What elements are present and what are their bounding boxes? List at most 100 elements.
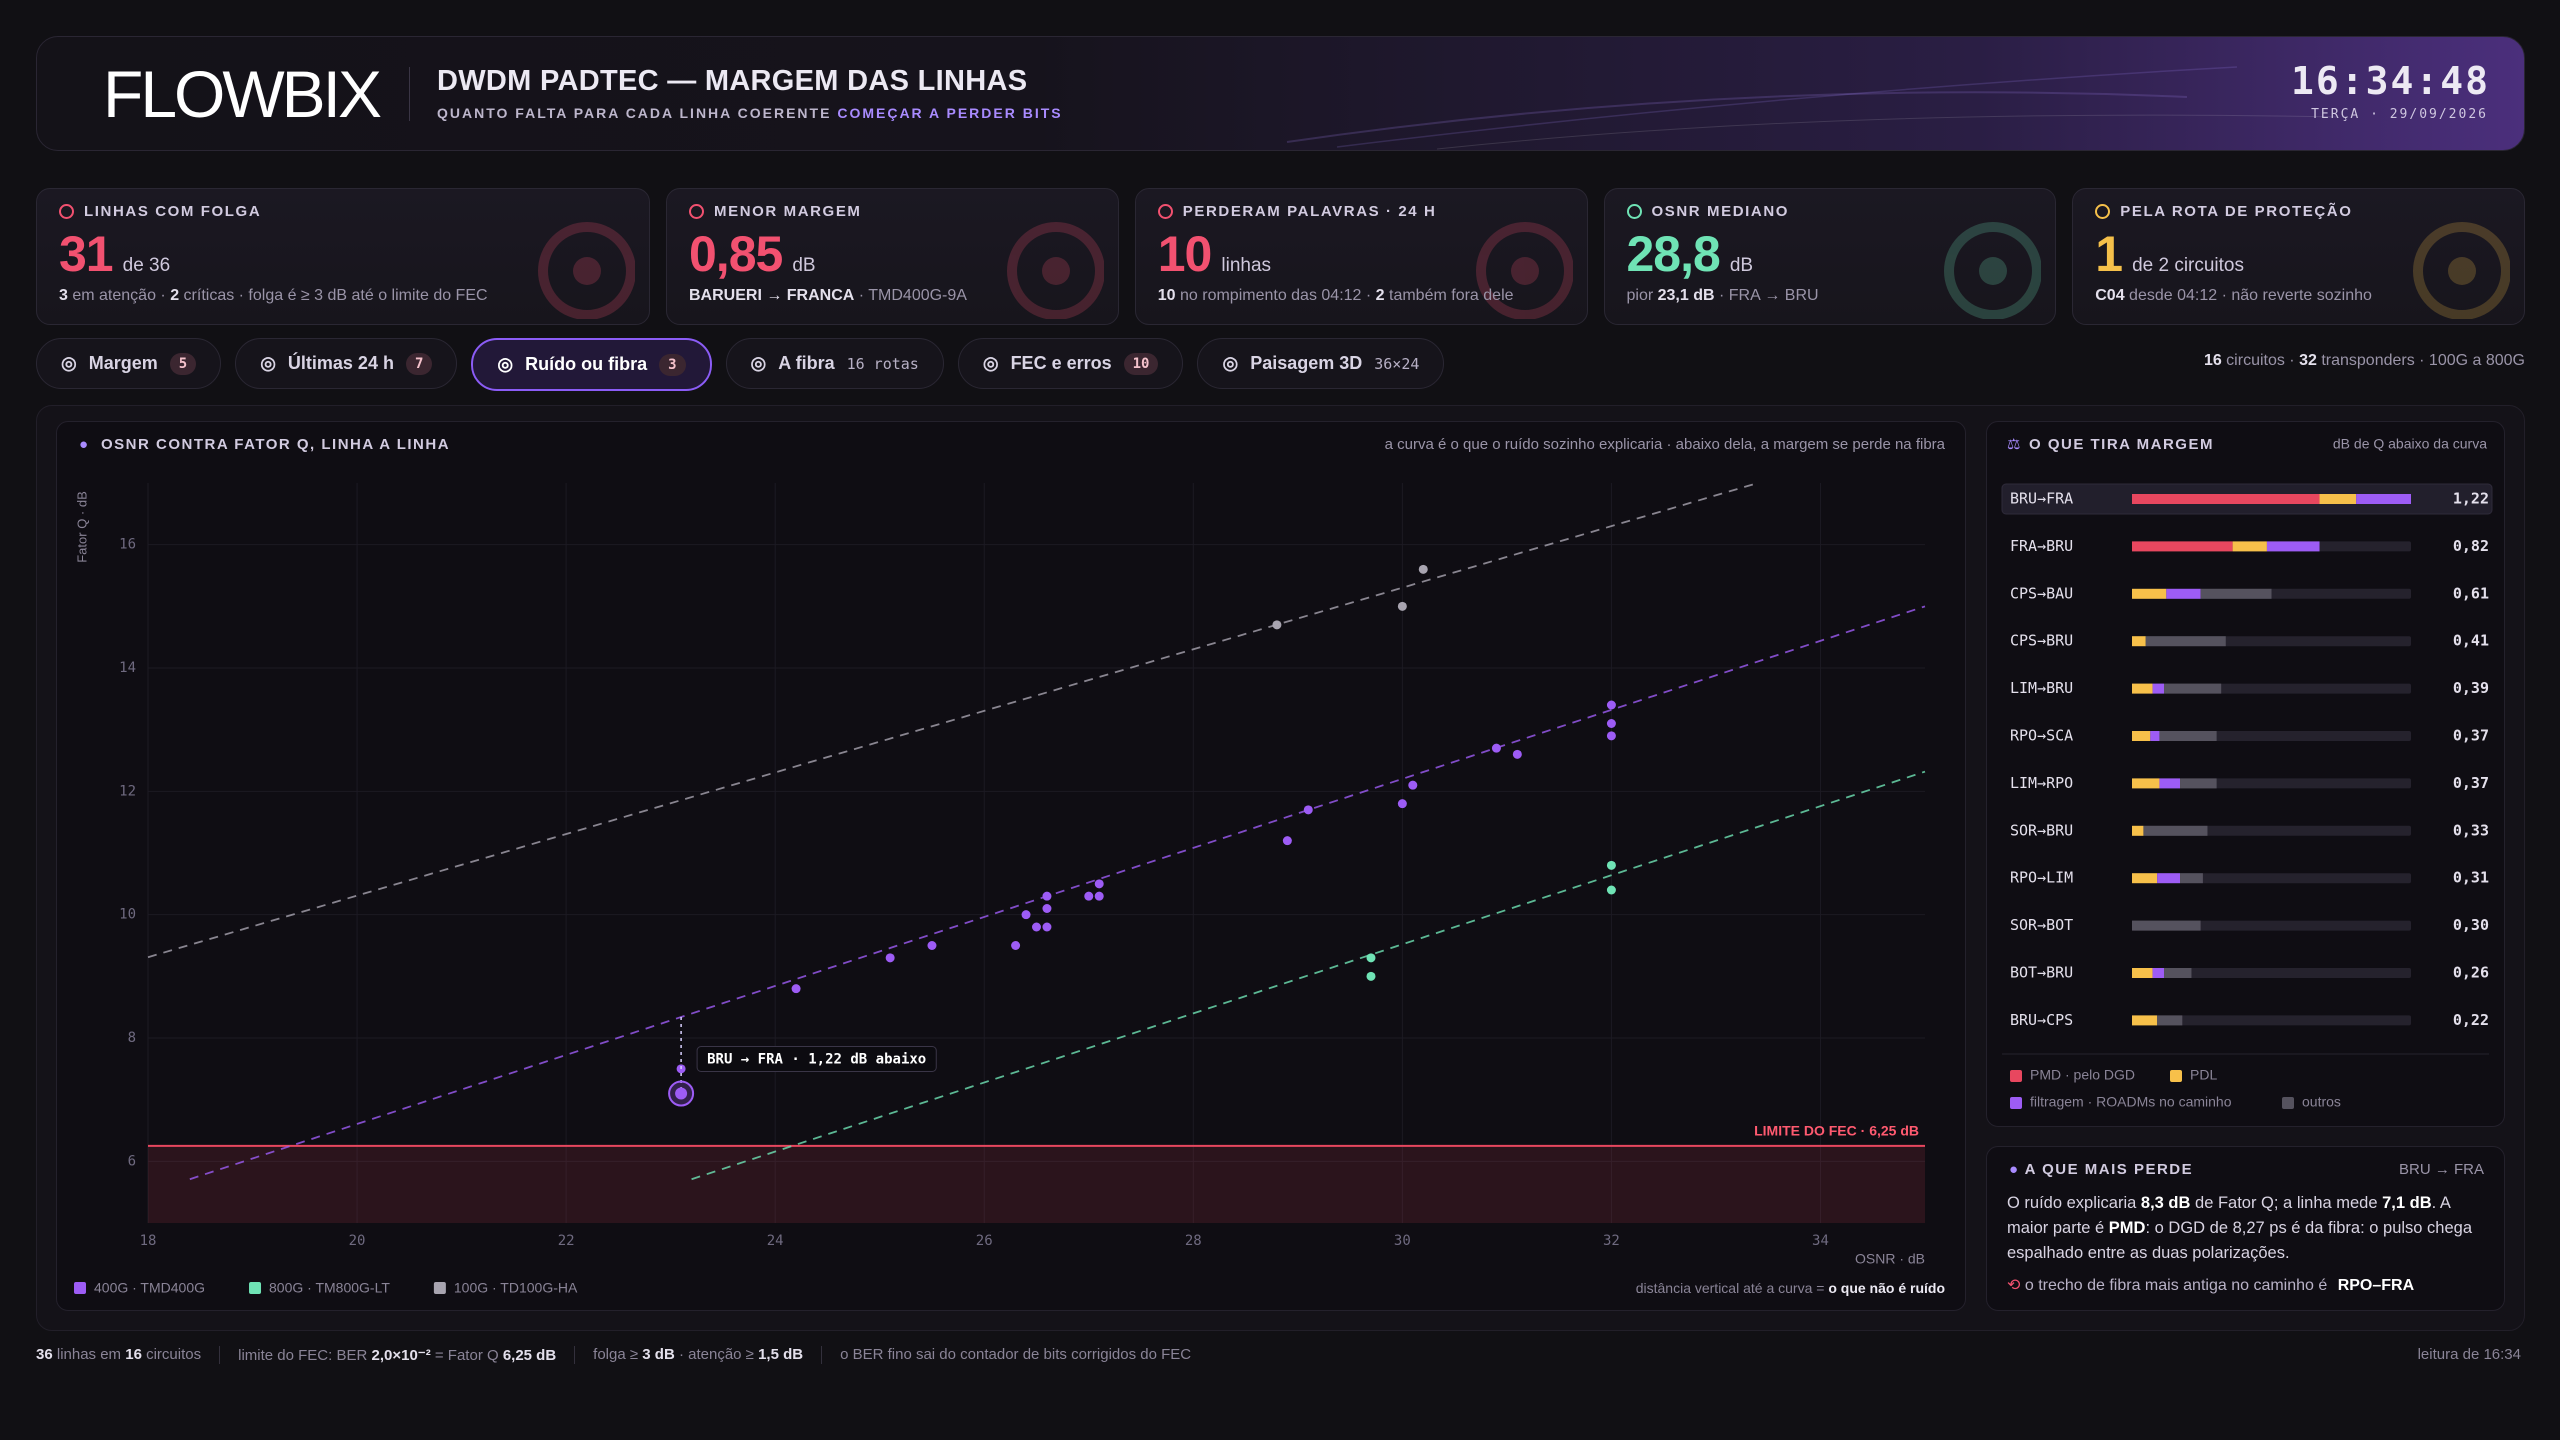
text: linhas em: [52, 1346, 126, 1363]
x-tick-label: 20: [349, 1233, 366, 1249]
kpi-unit: de 36: [122, 255, 171, 276]
kpi-unit: linhas: [1221, 255, 1272, 276]
deco-ring: [1475, 222, 1573, 319]
loss-title: ● A QUE MAIS PERDE: [2009, 1161, 2193, 1178]
strong-text: 2: [1375, 287, 1385, 304]
data-point: [1032, 922, 1041, 932]
fec-zone: [148, 1145, 1925, 1223]
tab-icon: ◎: [750, 353, 767, 373]
x-tick-label: 32: [1603, 1233, 1620, 1249]
legend-label: 100G · TD100G-HA: [454, 1280, 578, 1296]
deco-ring: [1006, 222, 1104, 319]
icon: ⟲: [2007, 1277, 2025, 1294]
data-point: [1303, 805, 1313, 815]
tab[interactable]: ◎ Margem 5: [36, 338, 222, 389]
tab[interactable]: ◎ Ruído ou fibra 3: [471, 338, 712, 391]
deco-core: [1510, 257, 1539, 285]
icon: [59, 204, 74, 219]
chart-subtitle: dB de Q abaixo da curva: [2333, 436, 2487, 452]
tab-icon: ◎: [260, 353, 276, 373]
icon: ●: [2009, 1161, 2025, 1178]
total-label: 0,30: [2453, 916, 2489, 934]
category-label: CPS→BAU: [2010, 584, 2073, 602]
deco-ring: [2413, 222, 2510, 319]
strong-text: 6,25 dB: [502, 1347, 557, 1364]
bar-segment: [2145, 636, 2226, 647]
chart-icon: ●: [79, 436, 88, 453]
data-point: [1512, 749, 1522, 759]
tab[interactable]: ◎ Paisagem 3D 36×24: [1197, 338, 1445, 389]
fec-label: LIMITE DO FEC · 6,25 dB: [1754, 1123, 1919, 1139]
kpi-label-text: PELA ROTA DE PROTEÇÃO: [2120, 203, 2353, 220]
bar-segment: [2157, 873, 2181, 884]
text: · FRA → BRU: [1714, 287, 1819, 304]
bar-segment: [2132, 636, 2146, 647]
data-point: [1408, 780, 1418, 790]
strong-text: 32: [2299, 352, 2317, 369]
category-label: BRU→CPS: [2010, 1011, 2073, 1029]
kpi-value-row: 0,85 dB: [689, 225, 816, 283]
tab-count: 10: [1123, 352, 1159, 375]
kpi-note: pior 23,1 dB · FRA → BRU: [1627, 287, 1819, 305]
text: distância vertical até a curva =: [1636, 1280, 1829, 1296]
category-label: BRU→FRA: [2010, 490, 2073, 508]
tab[interactable]: ◎ FEC e erros 10: [957, 338, 1184, 389]
y-tick-label: 10: [119, 907, 136, 923]
bar-segment: [2132, 778, 2160, 789]
bar-track: [2132, 1015, 2411, 1026]
footer-item: limite do FEC: BER 2,0×10⁻² = Fator Q 6,…: [219, 1346, 574, 1364]
x-tick-label: 26: [976, 1233, 993, 1249]
y-axis-label: Fator Q · dB: [74, 491, 89, 563]
loss-route: BRU → FRA: [2398, 1161, 2484, 1178]
kpi-card: PELA ROTA DE PROTEÇÃO 1 de 2 circuitos C04 …: [2072, 188, 2525, 325]
footer-right: leitura de 16:34: [2417, 1346, 2521, 1363]
reference-curve: [189, 605, 1926, 1181]
tab[interactable]: ◎ Últimas 24 h 7: [235, 338, 458, 389]
kpi-value-row: 31 de 36: [59, 225, 170, 283]
reference-curve: [691, 770, 1926, 1181]
data-point: [1042, 922, 1052, 932]
kpi-unit: dB: [792, 255, 816, 276]
data-point: [1606, 700, 1616, 710]
kpi-value-row: 1 de 2 circuitos: [2095, 225, 2244, 283]
icon: [1157, 204, 1173, 219]
category-label: SOR→BRU: [2010, 821, 2073, 839]
category-label: FRA→BRU: [2010, 537, 2073, 555]
loss-footer: ⟲ o trecho de fibra mais antiga no camin…: [2007, 1275, 2414, 1295]
kpi-row: LINHAS COM FOLGA 31 de 36 3 em atenção · 2 …: [36, 188, 2525, 325]
tab-count: 5: [169, 352, 197, 375]
data-point: [1606, 860, 1616, 870]
bar-segment: [2132, 1015, 2158, 1026]
kpi-note: BARUERI → FRANCA · TMD400G-9A: [689, 287, 967, 305]
deco-core: [573, 257, 601, 285]
footer-item: o BER fino sai do contador de bits corri…: [821, 1346, 1209, 1364]
text: circuitos: [141, 1346, 202, 1363]
strong-text: RPO–FRA: [2337, 1277, 2415, 1294]
tab-label: Últimas 24 h: [287, 353, 394, 373]
chart-footnote: distância vertical até a curva = o que n…: [1636, 1280, 1945, 1296]
y-tick-label: 12: [119, 783, 136, 799]
legend-label: 400G · TMD400G: [94, 1280, 205, 1296]
card-decoration: [2413, 222, 2510, 319]
text: · atenção ≥: [674, 1346, 759, 1363]
tooltip-box: [696, 1046, 937, 1072]
kpi-label: OSNR MEDIANO: [1626, 203, 1790, 220]
text: de Fator Q; a linha mede: [2190, 1194, 2383, 1212]
tab[interactable]: ◎ A fibra 16 rotas: [725, 338, 944, 389]
footer-item: folga ≥ 3 dB · atenção ≥ 1,5 dB: [574, 1346, 821, 1364]
legend-swatch: [433, 1282, 446, 1294]
total-label: 0,41: [2453, 632, 2489, 650]
page-subtitle: QUANTO FALTA PARA CADA LINHA COERENTE CO…: [437, 105, 1063, 121]
text: . A maior parte é: [2007, 1194, 2451, 1237]
strong-text: 1,5 dB: [758, 1346, 804, 1363]
deco-core: [1041, 257, 1070, 285]
text: folga ≥: [593, 1346, 643, 1363]
category-label: CPS→BRU: [2010, 632, 2073, 650]
chart-title: OSNR CONTRA FATOR Q, LINHA A LINHA: [101, 436, 450, 453]
bar-segment: [2150, 731, 2160, 741]
total-label: 0,33: [2453, 821, 2489, 839]
strong-text: 23,1 dB: [1657, 287, 1715, 304]
bar-track: [2132, 968, 2411, 978]
kpi-label: LINHAS COM FOLGA: [59, 203, 261, 220]
